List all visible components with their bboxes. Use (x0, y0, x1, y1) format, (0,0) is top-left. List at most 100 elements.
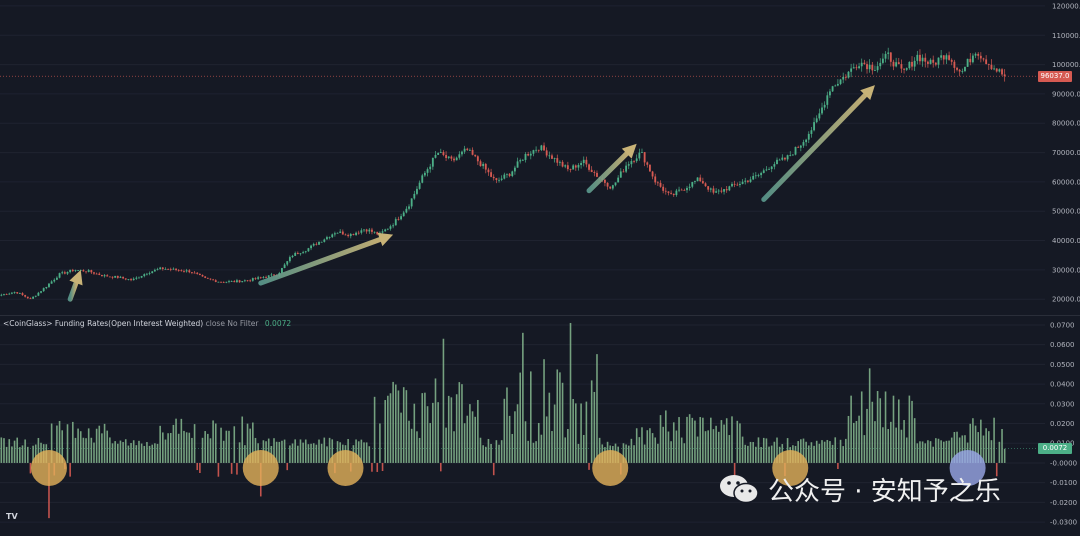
candle (431, 157, 434, 170)
wechat-icon (718, 472, 760, 506)
funding-bar (312, 443, 315, 463)
candle (577, 163, 580, 171)
candle (519, 158, 522, 164)
candle (37, 291, 40, 297)
funding-bar (360, 439, 363, 463)
candle-body (326, 237, 328, 240)
candle (686, 185, 688, 193)
candle (664, 187, 667, 195)
candle-body (506, 173, 508, 175)
funding-bar (868, 368, 871, 463)
candle-body (259, 277, 262, 279)
candle-body (569, 169, 572, 170)
funding-bar (739, 423, 741, 463)
candle-body (21, 293, 24, 296)
funding-bar (450, 397, 453, 463)
candle (71, 268, 74, 273)
candle (942, 55, 945, 65)
funding-bar (686, 416, 688, 463)
funding-bar (429, 423, 431, 463)
candle (201, 274, 204, 277)
candle (776, 157, 778, 165)
funding-bar (765, 438, 768, 463)
funding-bar (958, 437, 961, 463)
candle (929, 58, 932, 65)
candle (948, 51, 951, 61)
funding-bar (302, 442, 304, 463)
candle (206, 277, 209, 279)
candle-body (537, 149, 540, 151)
candle (799, 144, 802, 152)
funding-bar (884, 391, 887, 463)
candle (397, 216, 400, 221)
candle (953, 59, 956, 74)
candle (371, 227, 373, 235)
candle-body (437, 152, 440, 155)
candle (606, 182, 609, 190)
candle-body (159, 267, 162, 270)
candle (807, 131, 810, 143)
candle-body (670, 192, 673, 194)
funding-bar (273, 438, 275, 463)
funding-bar (432, 402, 434, 463)
funding-bar (913, 418, 916, 463)
funding-bar (821, 440, 823, 463)
tradingview-logo[interactable]: TV (6, 512, 18, 521)
indicator-name[interactable]: <CoinGlass> Funding Rates(Open Interest … (3, 319, 204, 328)
funding-bar (238, 442, 241, 463)
funding-bar (151, 444, 154, 463)
candle-body (42, 288, 45, 292)
candle-body (212, 279, 215, 281)
funding-bar (670, 441, 672, 463)
candle-body (754, 175, 757, 177)
last-price-tag: 96037.0 (1038, 70, 1072, 82)
funding-bar (755, 446, 757, 463)
candle (829, 88, 831, 98)
pane-divider[interactable] (0, 315, 1080, 316)
candle-body (236, 280, 238, 283)
candle (850, 63, 853, 78)
candle (926, 60, 929, 68)
candle (286, 260, 289, 267)
candle (908, 61, 911, 70)
funding-bar (299, 439, 302, 463)
funding-bar (207, 433, 209, 463)
candle-body (950, 59, 953, 62)
funding-axis: 0.07000.06000.05000.04000.03000.02000.01… (1050, 321, 1077, 526)
funding-bar (522, 332, 524, 463)
candle-body (611, 185, 614, 189)
candle (45, 286, 48, 290)
funding-bar (736, 420, 739, 463)
candle (138, 276, 140, 279)
funding-bar (297, 445, 299, 463)
candle-body (993, 68, 996, 70)
price-candles (0, 47, 1006, 300)
candle-body (900, 64, 903, 69)
candle-body (164, 268, 167, 270)
candle-body (418, 182, 421, 189)
candle (40, 291, 42, 294)
candle-body (476, 156, 479, 162)
candle (588, 163, 590, 172)
candle (688, 183, 691, 191)
funding-bar (710, 417, 712, 463)
candle-body (413, 193, 416, 199)
candle-body (749, 179, 752, 182)
candle-body (622, 171, 625, 173)
candle-body (513, 167, 516, 172)
candle (543, 142, 545, 151)
candle (344, 233, 347, 236)
funding-bar (85, 438, 87, 463)
funding-bar (143, 445, 146, 463)
funding-bar (807, 445, 810, 463)
candle-body (447, 156, 450, 158)
candle-body (797, 146, 800, 148)
candle (683, 188, 686, 191)
funding-bar (731, 416, 733, 463)
candle (69, 269, 72, 274)
candle-body (871, 64, 874, 71)
candle-body (471, 149, 474, 155)
candle-body (151, 271, 154, 274)
candle (283, 263, 286, 269)
candle-body (842, 76, 845, 80)
